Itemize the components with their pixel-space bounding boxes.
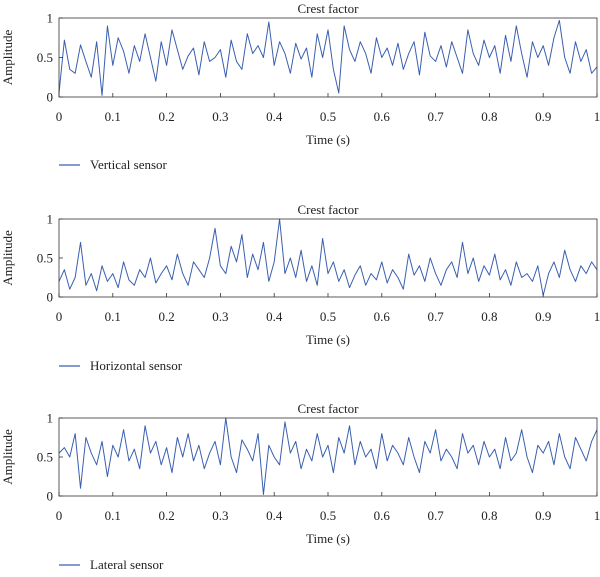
x-tick-label: 0.8 xyxy=(481,508,497,523)
series-line xyxy=(58,417,598,495)
plot-frame xyxy=(58,417,598,497)
chart-title: Crest factor xyxy=(297,1,359,16)
y-tick-label: 1 xyxy=(47,212,54,227)
legend: Vertical sensor xyxy=(59,157,168,172)
x-tick-label: 0.6 xyxy=(374,109,391,124)
y-axis-label: Amplitude xyxy=(0,29,15,85)
chart-panel-1: Crest factor 0 0.1 0.2 0.3 0.4 0.5 0.6 0.7 0.8 0.9… xyxy=(0,1,600,172)
legend: Lateral sensor xyxy=(59,557,164,572)
x-axis-label: Time (s) xyxy=(306,531,350,546)
chart-panel-2: Crest factor 0 0.1 0.2 0.3 0.4 0.5 0.6 0.7 0.8 0.9… xyxy=(0,202,600,373)
x-tick-label: 1 xyxy=(594,508,600,523)
chart-title: Crest factor xyxy=(297,202,359,217)
x-tick-label: 0.2 xyxy=(158,109,174,124)
legend: Horizontal sensor xyxy=(59,358,183,373)
x-tick-label: 0.9 xyxy=(535,109,551,124)
legend-label: Vertical sensor xyxy=(90,157,168,172)
x-tick-label: 0.3 xyxy=(212,508,228,523)
y-tick-label: 1 xyxy=(47,411,54,426)
y-axis-label: Amplitude xyxy=(0,429,15,485)
x-tick-label: 0.4 xyxy=(266,508,283,523)
legend-label: Lateral sensor xyxy=(90,557,164,572)
series-line xyxy=(58,218,598,296)
plot-frame xyxy=(58,218,598,298)
x-tick-label: 0.3 xyxy=(212,309,228,324)
x-tick-label: 0.5 xyxy=(320,508,336,523)
x-tick-label: 0.3 xyxy=(212,109,228,124)
x-tick-label: 1 xyxy=(594,109,600,124)
x-tick-label: 0.6 xyxy=(374,309,391,324)
x-tick-label: 0.7 xyxy=(427,508,444,523)
y-tick-label: 0 xyxy=(47,290,54,305)
y-tick-label: 1 xyxy=(47,11,54,26)
x-tick-label: 0 xyxy=(56,309,63,324)
x-tick-label: 0.7 xyxy=(427,109,444,124)
x-tick-label: 0.7 xyxy=(427,309,444,324)
y-axis-label: Amplitude xyxy=(0,230,15,286)
x-tick-label: 0 xyxy=(56,109,63,124)
x-tick-label: 0.9 xyxy=(535,309,551,324)
y-tick-label: 0.5 xyxy=(37,251,53,266)
x-tick-label: 0.8 xyxy=(481,309,497,324)
x-tick-label: 0.2 xyxy=(158,309,174,324)
x-tick-label: 0 xyxy=(56,508,63,523)
series-line xyxy=(58,19,598,96)
x-tick-label: 0.5 xyxy=(320,109,336,124)
y-tick-label: 0.5 xyxy=(37,50,53,65)
y-tick-label: 0 xyxy=(47,489,54,504)
x-tick-label: 0.6 xyxy=(374,508,391,523)
x-axis-label: Time (s) xyxy=(306,332,350,347)
legend-label: Horizontal sensor xyxy=(90,358,183,373)
x-tick-label: 0.4 xyxy=(266,309,283,324)
x-tick-label: 1 xyxy=(594,309,600,324)
x-tick-label: 0.9 xyxy=(535,508,551,523)
x-tick-label: 0.8 xyxy=(481,109,497,124)
y-tick-label: 0 xyxy=(47,90,54,105)
chart-panel-3: Crest factor 0 0.1 0.2 0.3 0.4 0.5 0.6 0.7 0.8 0.9… xyxy=(0,401,600,572)
x-tick-label: 0.4 xyxy=(266,109,283,124)
x-tick-label: 0.2 xyxy=(158,508,174,523)
x-tick-label: 0.1 xyxy=(105,309,121,324)
x-tick-label: 0.1 xyxy=(105,109,121,124)
x-tick-label: 0.1 xyxy=(105,508,121,523)
y-tick-label: 0.5 xyxy=(37,450,53,465)
x-axis-label: Time (s) xyxy=(306,132,350,147)
chart-title: Crest factor xyxy=(297,401,359,416)
x-tick-label: 0.5 xyxy=(320,309,336,324)
